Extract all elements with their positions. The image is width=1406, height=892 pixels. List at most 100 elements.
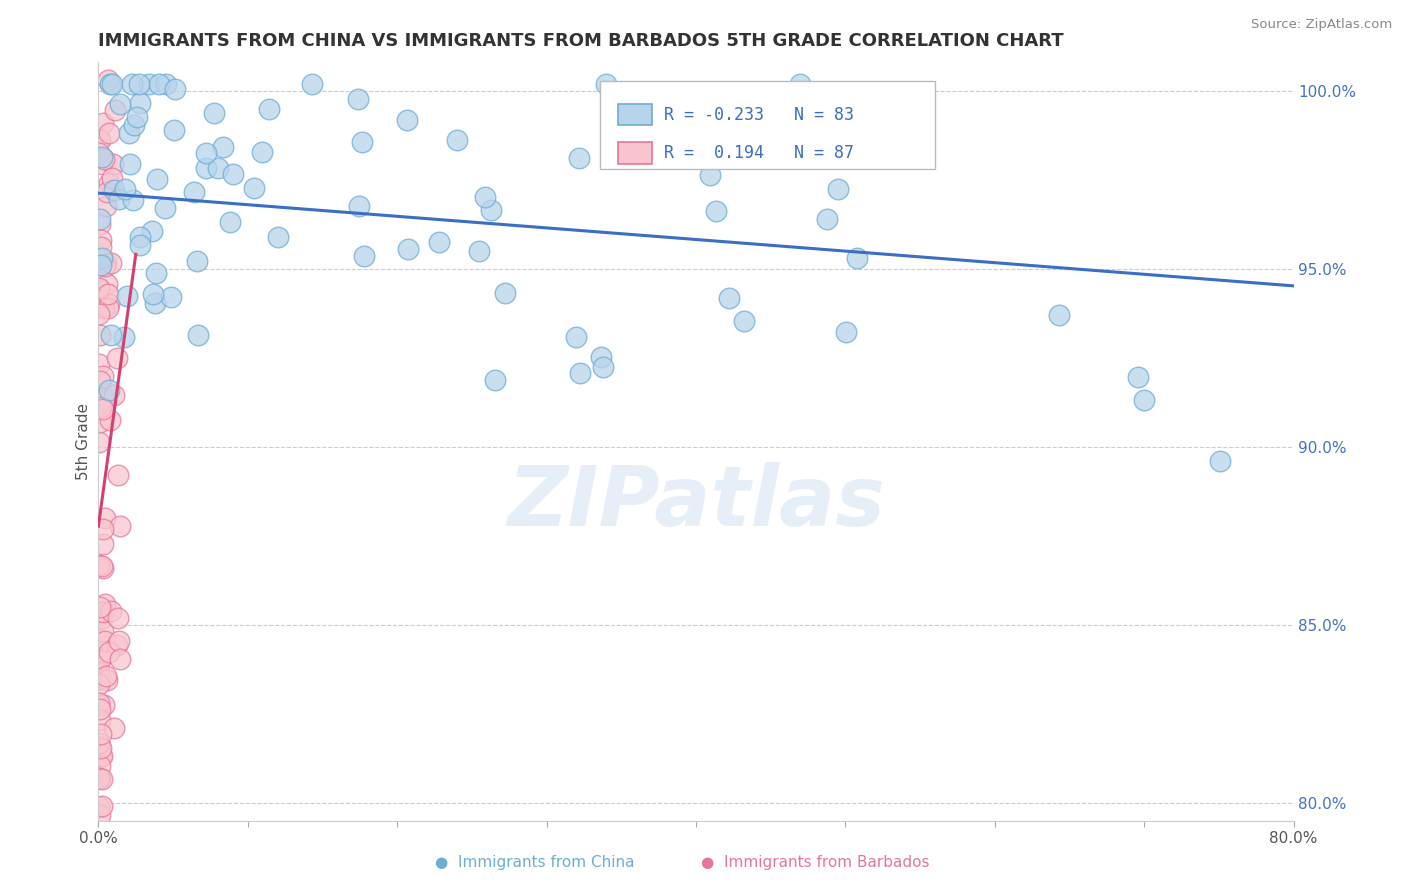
Point (153, 201, 176, 215)
Point (89, 772, 111, 786)
Point (91, 748, 114, 763)
Point (143, 295, 166, 310)
Bar (619, 143, 652, 163)
Point (427, 235, 450, 250)
Point (91, 537, 114, 551)
Point (118, 126, 141, 140)
Text: ●  Immigrants from Barbados: ● Immigrants from Barbados (702, 855, 929, 870)
Point (128, 95, 150, 110)
Point (207, 161, 229, 175)
Point (91, 391, 114, 405)
Text: ZIPatlas: ZIPatlas (508, 462, 884, 542)
Point (186, 328, 208, 343)
Point (845, 251, 868, 265)
Point (93, 597, 115, 611)
Point (97, 73, 120, 87)
Point (108, 192, 131, 206)
Point (194, 161, 217, 175)
Point (90, 400, 112, 414)
Point (89, 807, 111, 822)
Point (87, 146, 110, 161)
Point (301, 77, 323, 91)
Point (87, 558, 110, 573)
Point (108, 97, 131, 112)
Point (108, 634, 131, 648)
Point (91, 799, 114, 814)
Point (592, 359, 614, 374)
Point (145, 266, 167, 280)
Point (93, 698, 115, 713)
Point (90, 258, 112, 272)
FancyBboxPatch shape (600, 81, 935, 169)
Point (87, 665, 110, 679)
Point (243, 181, 266, 195)
Point (699, 169, 721, 183)
Point (90, 240, 112, 254)
Point (568, 151, 591, 165)
Point (100, 604, 122, 618)
Point (104, 103, 127, 117)
Point (98, 412, 121, 426)
Point (250, 145, 273, 159)
Point (484, 373, 506, 387)
Point (89, 739, 111, 753)
Point (90, 672, 112, 686)
Point (127, 111, 149, 125)
Point (94, 633, 117, 648)
Point (98, 383, 121, 397)
Point (90, 748, 112, 763)
Point (90, 611, 112, 625)
Point (1132, 393, 1154, 408)
Point (89, 759, 111, 773)
Point (815, 211, 838, 226)
Point (94, 256, 117, 270)
Point (103, 388, 125, 402)
Text: R = -0.233   N = 83: R = -0.233 N = 83 (664, 105, 853, 123)
Point (89, 133, 111, 147)
Point (91, 624, 114, 639)
Point (87, 632, 110, 647)
Point (128, 237, 150, 252)
Point (93, 522, 115, 536)
Point (103, 157, 125, 171)
Point (94, 669, 117, 683)
Point (396, 112, 419, 127)
Point (90, 650, 112, 665)
Point (105, 351, 128, 365)
Point (114, 182, 136, 196)
Point (347, 199, 370, 213)
Point (145, 171, 167, 186)
Text: R =  0.194   N = 87: R = 0.194 N = 87 (664, 144, 853, 161)
Point (94, 199, 117, 213)
Point (110, 519, 132, 533)
Point (89, 328, 111, 343)
Point (105, 639, 128, 653)
Point (89, 702, 111, 716)
Point (128, 77, 150, 91)
Point (96, 185, 118, 199)
Point (195, 145, 218, 160)
Point (91, 369, 114, 384)
Point (98, 645, 121, 659)
Point (96, 673, 118, 688)
Point (94, 511, 117, 525)
Point (89, 374, 111, 388)
Point (141, 223, 163, 237)
Point (91, 402, 114, 417)
Point (129, 230, 152, 244)
Point (494, 285, 516, 300)
Point (183, 185, 205, 199)
Point (733, 314, 755, 328)
Point (91, 116, 114, 130)
Point (353, 249, 375, 263)
Point (474, 189, 496, 203)
Point (108, 652, 131, 666)
Point (89, 217, 111, 231)
Point (96, 277, 118, 292)
Point (155, 77, 177, 91)
Point (569, 366, 592, 380)
Point (717, 291, 740, 305)
Point (163, 123, 186, 137)
Point (218, 215, 240, 229)
Point (479, 203, 502, 218)
